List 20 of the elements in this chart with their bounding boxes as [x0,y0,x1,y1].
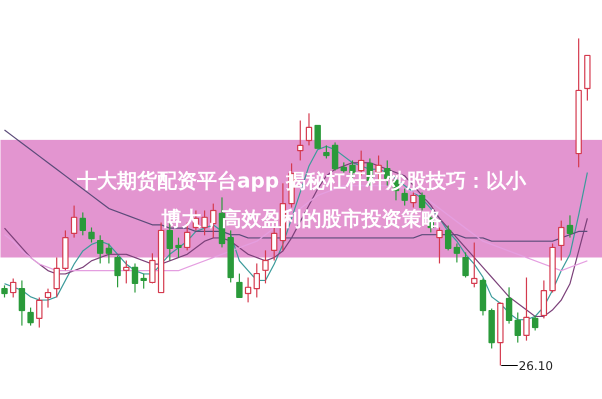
candlestick [36,296,43,328]
candlestick [140,272,147,290]
candlestick [53,256,60,298]
candlestick [575,38,582,168]
candlestick [488,308,495,350]
candlestick [10,278,16,298]
candlestick [227,230,234,284]
candlestick [262,250,269,284]
candlestick [532,314,538,332]
candlestick [96,234,104,264]
candlestick [297,120,304,162]
candlestick [558,220,564,262]
candlestick [514,312,521,344]
candlestick [471,242,478,288]
candlestick [123,260,130,284]
candlestick [254,262,260,298]
annotation: 26.10 [518,358,553,373]
candlestick [80,212,86,236]
candlestick [444,224,452,251]
candlestick [270,226,278,262]
